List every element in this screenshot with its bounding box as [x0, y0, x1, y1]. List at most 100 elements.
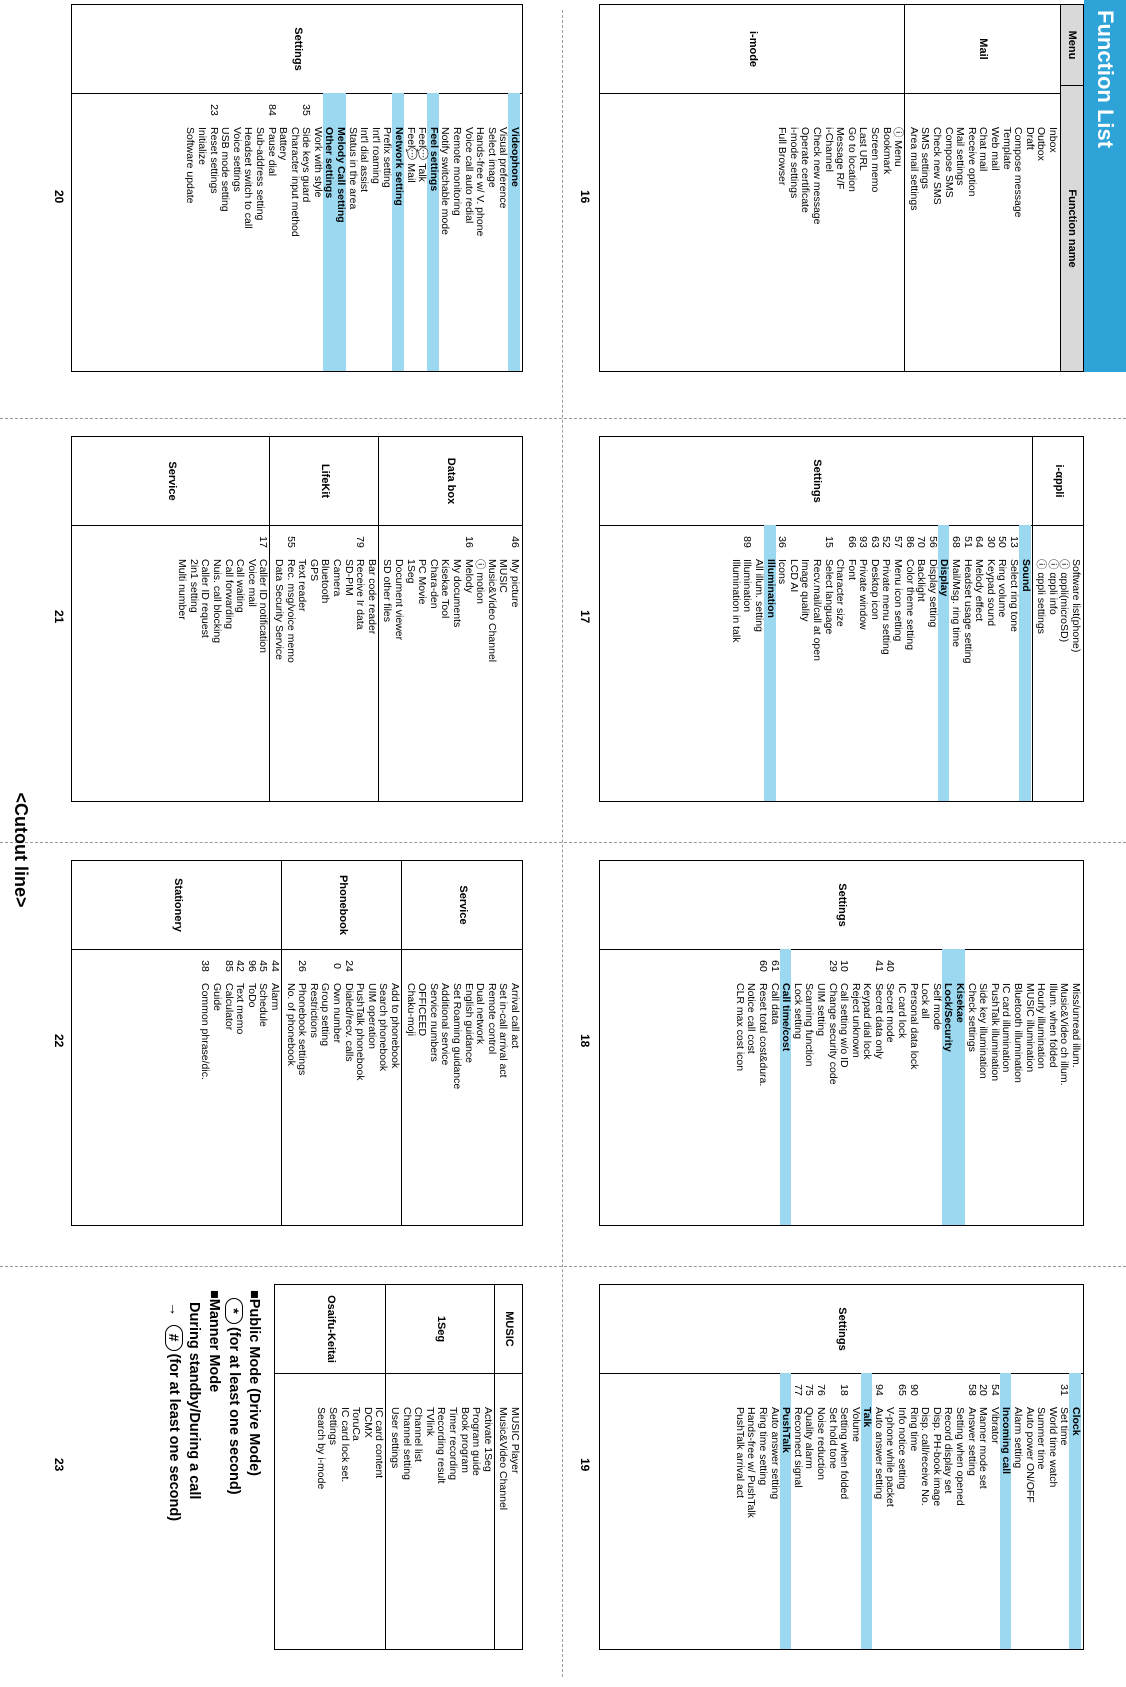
item-number: [508, 949, 520, 983]
item-label: Music&Video ch illum.: [1058, 983, 1071, 1086]
function-item: MUSIC: [497, 525, 509, 801]
item-number: [919, 1373, 931, 1407]
item-label: Illumination: [764, 559, 777, 618]
item-number: [210, 525, 222, 559]
item-label: Record display set: [942, 1407, 955, 1494]
item-number: 13: [1008, 536, 1021, 548]
item-number: 55: [284, 536, 297, 548]
function-item: IC card illumination: [1000, 949, 1012, 1225]
item-number: [439, 949, 451, 983]
item-number: [307, 525, 319, 559]
item-number: [834, 93, 846, 127]
manner-mode-title: ■Manner Mode: [206, 1290, 222, 1393]
function-item: Set in-call arrival act: [497, 949, 509, 1225]
function-item: Side key illumination: [977, 949, 989, 1225]
manner-mode-line: During standby/During a call: [186, 1302, 202, 1500]
function-item: Compose SMS: [942, 93, 955, 371]
item-label: Feel💬 Talk: [416, 127, 429, 182]
submenu-header: Talk: [860, 1373, 873, 1649]
function-item: Guide: [210, 949, 223, 1225]
item-number: [907, 949, 919, 983]
item-number: [1035, 1373, 1047, 1407]
item-label: IC card content: [373, 1407, 386, 1479]
function-item: 60 Reset total cost&dura.: [756, 949, 769, 1225]
item-number: [365, 949, 377, 983]
menu-category: Osaifu-Keitai: [275, 1285, 387, 1374]
function-item: Character input method: [288, 93, 301, 371]
function-items: Add to phonebook Search phonebook UIM oper…: [282, 949, 402, 1225]
item-number: [404, 525, 416, 559]
item-number: [404, 949, 416, 983]
item-number: [342, 525, 354, 559]
item-number: [416, 525, 428, 559]
item-label: Check new SMS: [931, 127, 944, 205]
item-number: [1058, 525, 1070, 559]
public-mode-desc: (for at least one second): [226, 1327, 242, 1495]
function-item: ToruCa: [350, 1373, 362, 1649]
item-label: Sub-address setting: [253, 127, 266, 221]
function-item: Multi number: [176, 525, 188, 801]
item-label: Channel setting: [400, 1407, 413, 1480]
item-label: Hourly illumination: [1035, 983, 1048, 1069]
item-label: Illumination in talk: [729, 559, 742, 643]
menu-group: Mail Inbox Outbox Draft Compose message Templ…: [904, 5, 1060, 371]
item-label: Alarm: [269, 983, 281, 1011]
item-label: ⓘ αppli info: [1046, 559, 1059, 615]
item-number: [1023, 949, 1035, 983]
function-item: 10 Call setting w/o ID: [838, 949, 850, 1225]
asterisk-key-icon: *: [224, 1298, 243, 1324]
function-item: 13 Select ring tone: [1007, 525, 1021, 801]
table-page-18: Settings Miss/unread illum. Music&Video ch…: [599, 860, 1084, 1226]
function-item: Illumination in talk: [729, 525, 742, 801]
item-label: Timer recording: [447, 1407, 460, 1481]
item-label: Auto power ON/OFF: [1023, 1407, 1036, 1503]
menu-category: Service: [402, 861, 522, 950]
function-item: Voice mail: [245, 525, 258, 801]
item-number: [176, 525, 188, 559]
function-item: Activate 1Seg: [481, 1373, 494, 1649]
item-number: [942, 1373, 954, 1407]
item-label: Search by i-mode: [315, 1407, 328, 1490]
function-item: ⓘ αppli(microSD): [1058, 525, 1070, 801]
function-item: Int'l roaming: [369, 93, 382, 371]
item-number: [768, 1373, 780, 1407]
function-item: Receive option: [965, 93, 978, 371]
item-label: Full Browser: [776, 127, 789, 186]
item-number: [296, 525, 308, 559]
item-number: 56: [926, 536, 939, 548]
function-item: 16 Melody: [462, 525, 475, 801]
item-label: Compose message: [1012, 127, 1025, 218]
item-number: 90: [907, 1384, 920, 1396]
item-number: [988, 93, 1000, 127]
item-number: [733, 949, 745, 983]
item-label: ⓘ motion: [474, 559, 487, 604]
item-label: Check settings: [965, 983, 978, 1052]
item-label: Nuis. call blocking: [211, 559, 224, 644]
item-label: DCMX: [361, 1407, 374, 1438]
item-number: [323, 93, 335, 127]
function-item: TVlink: [423, 1373, 436, 1649]
item-number: [195, 93, 207, 127]
item-number: 54: [988, 1384, 1001, 1396]
item-number: [446, 1373, 458, 1407]
function-item: 0 Own number: [330, 949, 343, 1225]
menu-category: MUSIC: [494, 1285, 522, 1374]
function-item: Scanning function: [803, 949, 815, 1225]
item-label: Volume: [849, 1407, 862, 1443]
function-item: Screen memo: [868, 93, 881, 371]
submenu-header: Feel settings: [427, 93, 440, 371]
function-item: Inbox: [1046, 93, 1059, 371]
item-label: Personal data lock: [907, 983, 920, 1070]
item-number: [1069, 949, 1081, 983]
item-label: PC Movie: [416, 559, 429, 605]
public-mode-line: * (for at least one second): [224, 1290, 244, 1650]
function-item: Music&Video Channel: [485, 525, 498, 801]
function-item: SMS settings: [919, 93, 931, 371]
menu-category: i-mode: [600, 5, 906, 94]
item-label: Headset switch to call: [242, 127, 255, 229]
item-number: [184, 93, 196, 127]
function-item: PC Movie: [416, 525, 428, 801]
menu-group: MUSIC MUSIC Player Music&Video Channel: [493, 1285, 522, 1649]
function-item: 42 Text memo: [234, 949, 246, 1225]
